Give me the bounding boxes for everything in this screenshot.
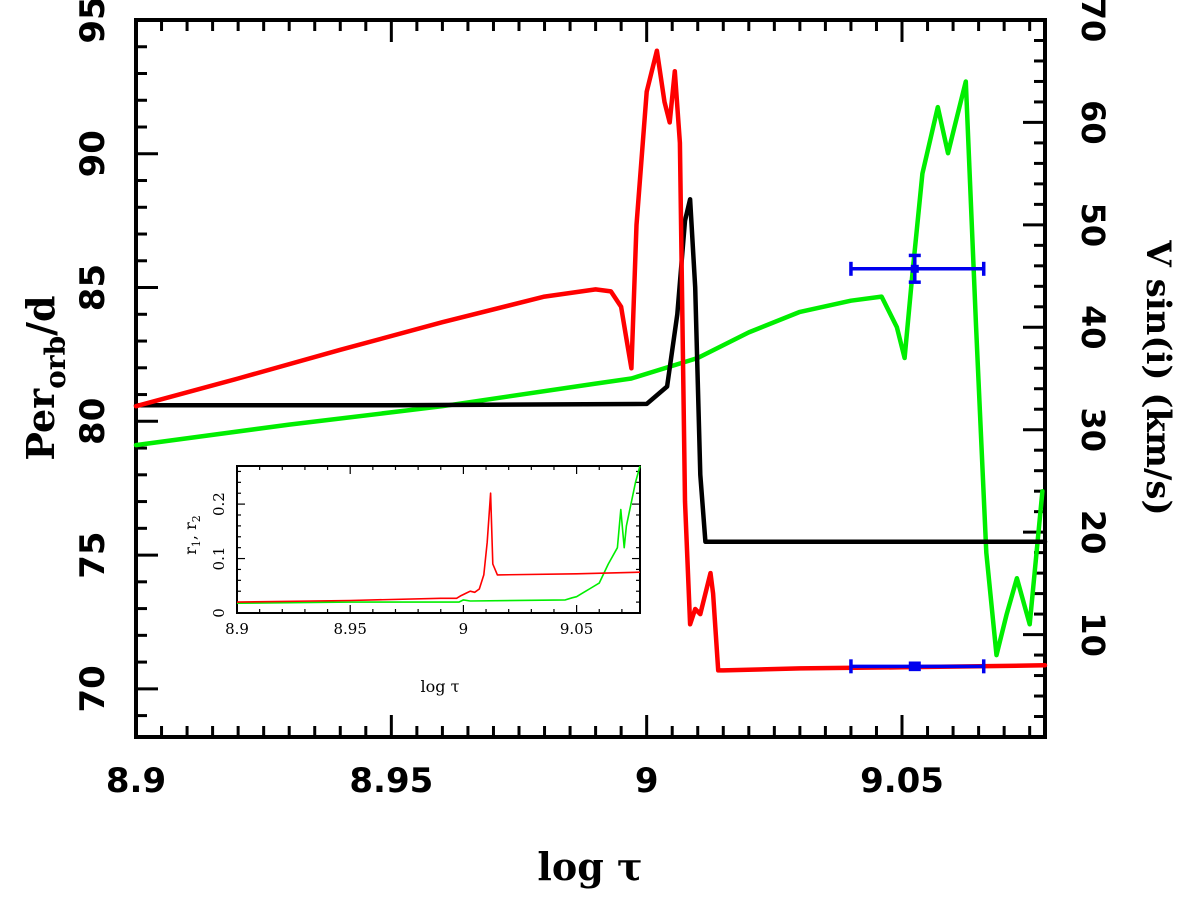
inset-y-r1-sub: 1 [190,540,203,547]
observation-point [910,264,919,273]
x-tick-label: 9.05 [860,761,944,801]
y-right-tick-label: 70 [1074,0,1112,42]
y-right-tick-label: 50 [1074,203,1112,248]
observation-errorbars [849,253,986,674]
y-left-tick-label: 75 [73,531,113,578]
y-left-tick-label: 80 [73,398,113,445]
y-left-title-main: Per [18,388,63,461]
inset-y-tick-label: 0.2 [210,492,228,516]
inset-y-r2-sub: 2 [190,515,203,522]
inset-y-tick-label: 0 [210,608,228,618]
y-left-tick-label: 90 [73,130,113,177]
y-right-tick-label: 20 [1074,510,1112,555]
inset-x-tick-label: 9.05 [560,620,593,638]
y-axis-left-title: Perorb/d [18,295,72,460]
inset-frame [236,465,641,614]
inset-x-tick-label: 8.9 [225,620,249,638]
inset-x-tick-label: 9 [459,620,469,638]
y-left-title-suffix: /d [18,295,63,335]
inset-x-axis-title: log τ [421,677,460,696]
y-left-title-sub: orb [39,336,72,389]
inset-series-group [236,465,641,604]
inset-y-axis-title: r1, r2 [181,515,203,554]
series-line-orbital-period [133,197,1048,544]
x-tick-label: 8.9 [106,761,166,801]
y-axis-right-title: V sin(i) (km/s) [1138,239,1178,515]
x-tick-label: 8.95 [349,761,433,801]
series-line-v-sin-i-star-2 [133,79,1045,658]
y-right-tick-label: 30 [1074,407,1112,452]
y-right-tick-label: 60 [1074,100,1112,145]
inset-series-line-r2 [236,465,641,604]
inset-x-tick-label: 8.95 [333,620,366,638]
main-series-group [133,48,1048,673]
inset-y-r2: r [181,522,200,530]
inset-series-line-r1 [236,492,641,603]
y-left-tick-label: 70 [73,665,113,712]
inset-y-tick-label: 0.1 [210,547,228,571]
inset-y-sep: , [181,530,200,540]
inset-axis-ticks: 8.9 8.95 9 9.05 0 0.1 0.2 [210,466,640,638]
x-axis-title: log τ [537,844,642,889]
series-line-v-sin-i-star-1 [133,48,1048,673]
inset-y-r1: r [181,547,200,555]
observation-point [910,662,919,671]
y-left-tick-label: 95 [73,0,113,44]
y-right-tick-label: 40 [1074,305,1112,350]
main-plot-frame [134,18,1047,739]
x-tick-label: 9 [635,761,659,801]
y-right-tick-label: 10 [1074,612,1112,657]
y-left-tick-label: 85 [73,264,113,311]
